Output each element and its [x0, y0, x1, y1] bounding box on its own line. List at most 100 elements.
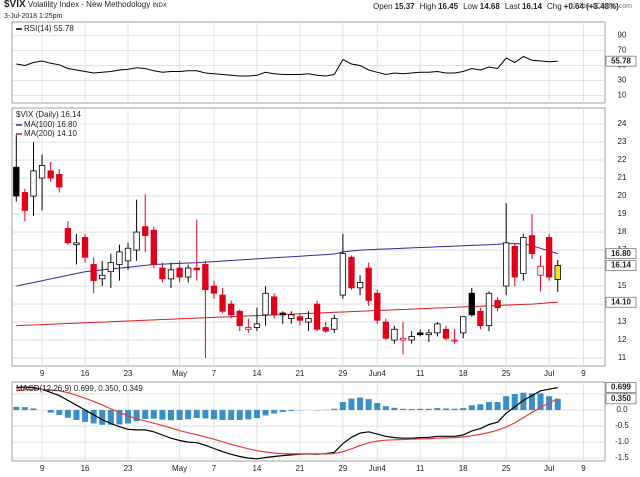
histogram-bar: [133, 410, 140, 422]
histogram-bar: [150, 410, 157, 419]
date: 3-Jul-2018 1:25pm: [4, 13, 63, 20]
quote-item: Open 15.37: [373, 2, 415, 11]
x-tick-label: 23: [124, 369, 133, 378]
quote-item: Last 16.14: [505, 2, 542, 11]
candle-body: [167, 269, 175, 280]
candle-body: [142, 226, 149, 237]
candle-body: [116, 251, 123, 265]
candle-body: [288, 314, 295, 319]
y-tick-label: 12: [618, 335, 627, 344]
candle-body: [391, 328, 398, 341]
x-tick-label: 9: [40, 369, 45, 378]
y-tick-label: 10: [618, 91, 627, 100]
candle-body: [38, 165, 46, 179]
candle-body: [219, 294, 226, 312]
histogram-bar: [503, 396, 510, 411]
y-tick-label: 70: [618, 46, 627, 55]
candle-body: [279, 312, 286, 316]
x-tick-label: Jun4: [369, 464, 387, 473]
value-tag: [605, 382, 637, 393]
y-tick-label: 30: [618, 76, 627, 85]
histogram-bar: [193, 410, 200, 419]
histogram-bar: [485, 402, 492, 411]
histogram-bar: [90, 410, 97, 424]
value-tag: [605, 296, 637, 308]
histogram-bar: [56, 410, 63, 415]
histogram-bar: [537, 393, 544, 411]
y-tick-label: 21: [618, 173, 627, 182]
y-tick-label: 90: [618, 31, 627, 40]
candle-body: [270, 296, 278, 316]
value-tag-label: 55.78: [611, 56, 632, 65]
value-tag: [605, 260, 637, 271]
candle-body: [159, 267, 166, 280]
x-tick-label: 9: [40, 464, 45, 473]
candle-body: [382, 321, 389, 339]
x-tick-label: 11: [416, 464, 425, 473]
histogram-bar: [442, 408, 450, 411]
candle-body: [64, 228, 72, 244]
candle-body: [124, 247, 132, 262]
candle-body: [30, 170, 37, 197]
y-tick-label: -0.5: [615, 421, 629, 430]
quote-value: +0.64 (+3.48%): [563, 2, 619, 11]
candle-body: [236, 310, 243, 327]
y-tick-label: 19: [618, 209, 627, 218]
histogram-bar: [107, 410, 114, 425]
quote-label: Low: [463, 2, 478, 11]
x-tick-label: 7: [212, 464, 217, 473]
candle-body: [503, 242, 510, 287]
histogram-bar: [408, 409, 415, 411]
x-tick-label: 18: [459, 464, 468, 473]
histogram-bar: [554, 398, 561, 411]
candle-body: [434, 323, 441, 334]
quote-label: High: [419, 2, 437, 11]
x-tick-label: 9: [581, 369, 586, 378]
value-tag: [605, 393, 637, 405]
rsi-line: [16, 55, 558, 77]
legend-label: MA(200) 14.10: [24, 129, 77, 138]
histogram-bar: [528, 393, 535, 411]
value-tag-label: 14.10: [611, 297, 632, 306]
candle-body: [245, 327, 252, 330]
candle-body: [408, 336, 415, 341]
x-tick-label: Jun4: [369, 369, 387, 378]
candle-body: [494, 300, 501, 309]
histogram-bar: [374, 402, 381, 411]
x-tick-label: 25: [502, 464, 511, 473]
x-tick-label: 18: [459, 369, 468, 378]
x-tick-label: Jul: [544, 464, 554, 473]
candle-body: [322, 327, 329, 332]
x-tick-label: 16: [81, 464, 90, 473]
histogram-bar: [210, 410, 217, 420]
candle-body: [305, 318, 312, 323]
value-tag: [605, 248, 637, 260]
macd-line: [16, 386, 558, 460]
y-tick-label: 20: [618, 191, 627, 200]
candle-body: [374, 292, 381, 321]
credit: © StockCharts.com: [571, 3, 632, 10]
x-tick-label: 25: [502, 369, 511, 378]
histogram-bar: [331, 408, 338, 411]
candle-body: [313, 303, 321, 330]
x-tick-label: 21: [295, 369, 304, 378]
histogram-bar: [468, 405, 475, 411]
candle-body: [528, 235, 536, 255]
candle-body: [356, 282, 364, 289]
x-tick-label: 7: [212, 369, 217, 378]
candle-body: [81, 237, 89, 258]
histogram-bar: [494, 402, 501, 411]
histogram-bar: [339, 402, 346, 411]
histogram-bar: [202, 410, 209, 419]
legend-label: MA(100) 16.80: [24, 120, 77, 129]
histogram-bar: [477, 404, 484, 411]
symbol: $VIX: [4, 0, 26, 10]
histogram-bar: [142, 410, 149, 420]
histogram-bar: [245, 410, 252, 420]
x-tick-label: 29: [338, 369, 347, 378]
panel-frame: [11, 21, 606, 104]
moving-average-line: [16, 243, 558, 287]
x-tick-label: May: [172, 369, 187, 378]
candle-body: [107, 262, 114, 273]
